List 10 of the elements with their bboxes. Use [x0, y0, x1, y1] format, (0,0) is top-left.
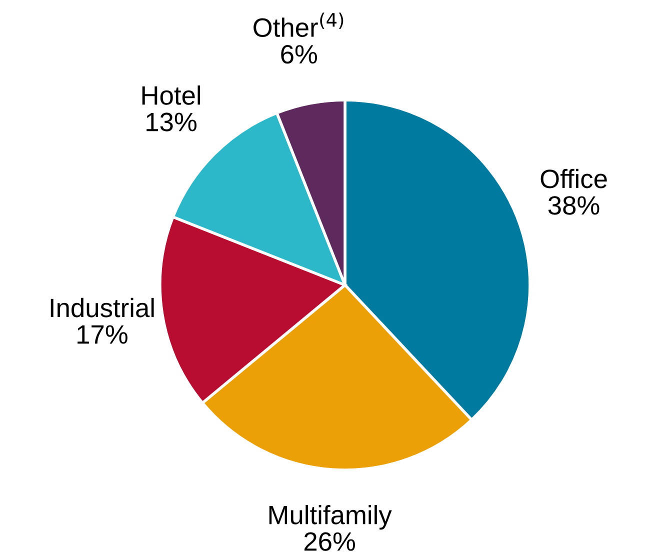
slice-label: Office: [540, 168, 607, 188]
slice-label: Other$^{(4)}$: [254, 12, 344, 37]
slice-label: Multifamily: [269, 505, 392, 530]
slice-label: Industrial: [50, 298, 154, 318]
slice-label: Hotel: [142, 85, 200, 105]
data-label: 17%: [78, 325, 128, 344]
data-label: 26%: [304, 532, 356, 551]
data-label: 38%: [548, 196, 600, 215]
data-label: 13%: [146, 112, 196, 132]
data-label: 6%: [281, 44, 318, 64]
